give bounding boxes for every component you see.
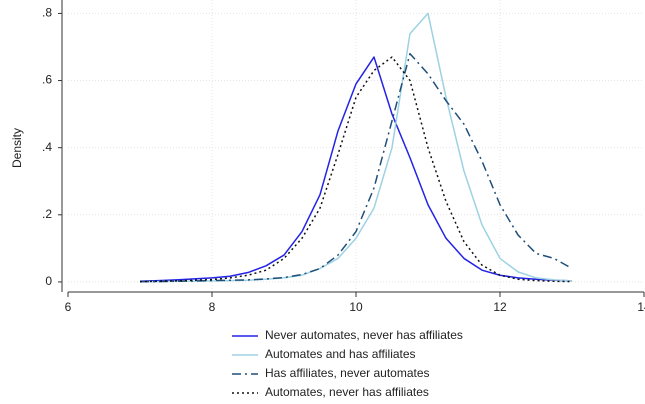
x-tick-label: 12 bbox=[493, 300, 507, 314]
legend-label: Automates and has affiliates bbox=[265, 347, 416, 361]
x-tick-label: 10 bbox=[349, 300, 363, 314]
legend-label: Has affiliates, never automates bbox=[265, 366, 430, 380]
series-line bbox=[139, 56, 573, 283]
x-tick-label: 6 bbox=[65, 300, 72, 314]
series-line bbox=[140, 52, 573, 283]
series-line bbox=[139, 12, 573, 283]
y-tick-label: 0 bbox=[45, 274, 52, 288]
legend: Never automates, never has affiliates Aut… bbox=[232, 328, 463, 399]
x-tick-label: 8 bbox=[209, 300, 216, 314]
y-tick-label: .2 bbox=[42, 207, 52, 221]
y-tick-label: .4 bbox=[42, 140, 52, 154]
y-tick-label: .6 bbox=[42, 73, 52, 87]
x-tick-label: 14 bbox=[637, 300, 645, 314]
y-tick-label: .8 bbox=[42, 6, 52, 20]
legend-label: Automates, never has affiliates bbox=[265, 385, 429, 399]
legend-label: Never automates, never has affiliates bbox=[265, 328, 463, 342]
y-axis-title: Density bbox=[10, 128, 24, 168]
